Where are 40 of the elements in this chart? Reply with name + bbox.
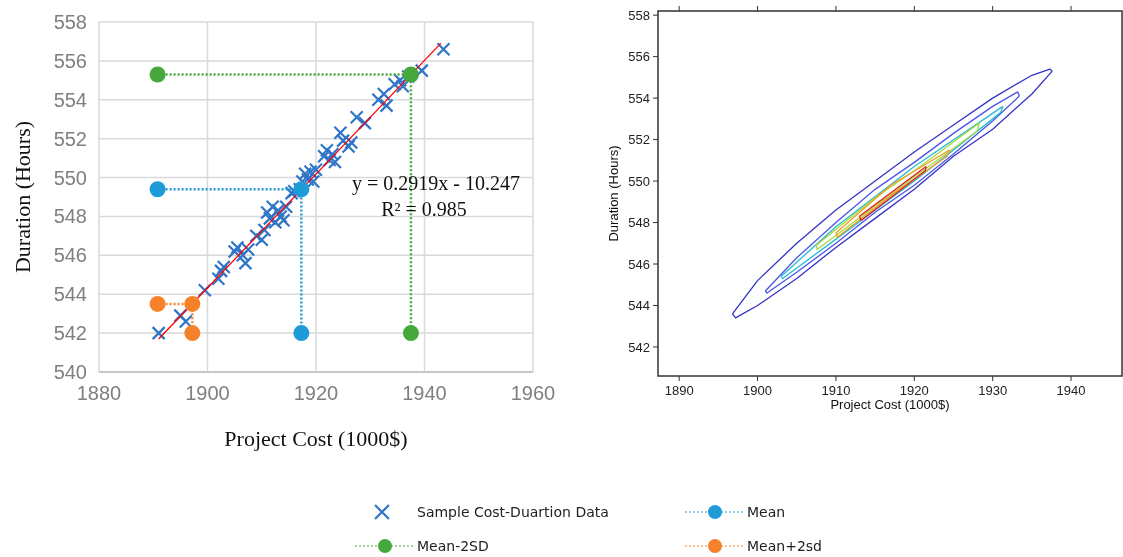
y-tick-label: 548 [628, 215, 650, 231]
annotation: R² = 0.985 [381, 198, 467, 220]
x-axis-title: Project Cost (1000$) [224, 426, 408, 451]
x-tick-label: 1940 [1056, 383, 1086, 398]
y-tick-label: 554 [53, 88, 87, 111]
x-tick-label: 1920 [899, 383, 929, 398]
y-tick-label: 544 [53, 283, 87, 306]
annotation: y = 0.2919x - 10.247 [352, 172, 520, 195]
y-tick-label: 554 [628, 90, 650, 106]
y-tick-label: 550 [628, 173, 650, 189]
y-tick-label: 558 [53, 11, 87, 33]
y-tick-label: 558 [628, 7, 650, 23]
x-tick-label: 1940 [402, 382, 447, 404]
x-tick-label: 1880 [76, 382, 122, 404]
x-tick-label: 1930 [978, 383, 1008, 398]
y-tick-label: 556 [53, 49, 87, 72]
x-tick-label: 1900 [743, 383, 772, 398]
y-tick-label: 542 [53, 322, 87, 345]
y-axis-title: Duration (Hours) [10, 120, 35, 274]
y-tick-label: 556 [628, 49, 650, 65]
y-tick-label: 552 [53, 127, 87, 150]
legend-label: Sample Cost-Duartion Data [417, 503, 609, 520]
y-tick-label: 544 [628, 298, 650, 314]
y-tick-label: 550 [53, 166, 87, 189]
y-tick-label: 546 [53, 244, 87, 267]
x-tick-label: 1910 [821, 383, 851, 398]
y-tick-label: 546 [628, 256, 650, 272]
legend-label: Mean+2sd [747, 537, 822, 554]
legend-label: Mean [747, 503, 786, 520]
x-tick-label: 1890 [664, 383, 694, 398]
x-tick-label: 1920 [293, 382, 339, 404]
x-tick-label: 1900 [185, 382, 230, 404]
y-tick-label: 552 [628, 132, 650, 148]
x-axis-title: Project Cost (1000$) [830, 397, 950, 412]
y-axis-title: Duration (Hours) [606, 145, 621, 242]
y-tick-label: 542 [628, 339, 650, 355]
y-tick-label: 548 [53, 205, 87, 228]
legend-label: Mean-2SD [417, 537, 489, 554]
y-tick-label: 540 [53, 361, 87, 383]
x-tick-label: 1960 [510, 382, 556, 404]
